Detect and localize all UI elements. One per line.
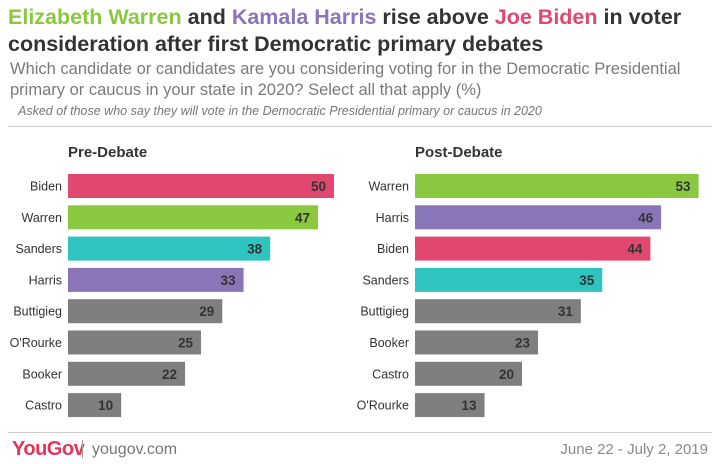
post-bar-harris bbox=[415, 205, 662, 230]
pre-bar-orourke bbox=[68, 330, 201, 355]
chart-note: Asked of those who say they will vote in… bbox=[18, 104, 542, 118]
pre-label-harris: Harris bbox=[29, 273, 62, 287]
pre-bar-sanders bbox=[68, 236, 271, 261]
pre-bar-buttigieg bbox=[68, 299, 223, 324]
bar-charts: Pre-Debate Biden 50 Warren 47 Sanders 38 Harris… bbox=[10, 144, 699, 418]
pre-value-buttigieg: 29 bbox=[199, 304, 214, 319]
pre-value-orourke: 25 bbox=[178, 336, 194, 351]
pre-value-castro: 10 bbox=[98, 398, 113, 413]
post-value-harris: 46 bbox=[638, 210, 654, 225]
post-bar-buttigieg bbox=[415, 299, 581, 324]
title-harris: Kamala Harris bbox=[231, 5, 377, 29]
pre-bar-warren bbox=[68, 205, 319, 230]
fieldwork-dates: June 22 - July 2, 2019 bbox=[560, 441, 708, 458]
post-label-sanders: Sanders bbox=[362, 273, 409, 287]
post-value-biden: 44 bbox=[627, 242, 643, 257]
title-rest: in voter consideration after first Democ… bbox=[8, 5, 682, 56]
pre-label-warren: Warren bbox=[21, 211, 62, 225]
pre-value-biden: 50 bbox=[311, 179, 326, 194]
logo-separator bbox=[82, 440, 83, 458]
pre-bar-harris bbox=[68, 267, 244, 292]
post-debate-title: Post-Debate bbox=[415, 144, 503, 161]
pre-label-orourke: O'Rourke bbox=[10, 336, 62, 350]
pre-bar-booker bbox=[68, 361, 186, 386]
post-label-harris: Harris bbox=[376, 211, 409, 225]
pre-label-biden: Biden bbox=[30, 180, 62, 194]
pre-debate-title: Pre-Debate bbox=[68, 144, 147, 161]
post-bar-warren bbox=[415, 174, 699, 198]
chart-subtitle: Which candidate or candidates are you co… bbox=[10, 60, 681, 99]
pre-value-harris: 33 bbox=[221, 273, 237, 288]
title-rise: rise above bbox=[376, 5, 495, 29]
pre-bar-biden bbox=[68, 174, 334, 198]
pre-bar-castro bbox=[68, 393, 122, 418]
site-url[interactable]: yougov.com bbox=[92, 441, 178, 458]
title-biden: Joe Biden bbox=[494, 5, 598, 29]
top-divider bbox=[8, 126, 712, 127]
post-label-warren: Warren bbox=[368, 180, 409, 194]
post-bar-castro bbox=[415, 361, 522, 386]
yougov-logo: YouGov bbox=[12, 438, 85, 460]
pre-label-sanders: Sanders bbox=[15, 242, 62, 256]
post-value-warren: 53 bbox=[676, 179, 692, 194]
post-bar-biden bbox=[415, 236, 651, 261]
pre-label-castro: Castro bbox=[25, 399, 62, 413]
post-label-buttigieg: Buttigieg bbox=[360, 305, 409, 319]
title-warren: Elizabeth Warren bbox=[8, 5, 182, 29]
post-label-orourke: O'Rourke bbox=[357, 399, 409, 413]
post-label-castro: Castro bbox=[372, 367, 409, 381]
post-label-booker: Booker bbox=[369, 336, 409, 350]
pre-label-booker: Booker bbox=[22, 367, 62, 381]
pre-value-warren: 47 bbox=[295, 210, 310, 225]
chart-title: Elizabeth Warren and Kamala Harris rise … bbox=[8, 4, 714, 58]
post-value-booker: 23 bbox=[515, 336, 531, 351]
post-label-biden: Biden bbox=[377, 242, 409, 256]
post-bar-booker bbox=[415, 330, 539, 355]
post-bar-sanders bbox=[415, 267, 603, 292]
bottom-divider bbox=[8, 432, 712, 433]
title-and: and bbox=[181, 5, 232, 29]
pre-label-buttigieg: Buttigieg bbox=[13, 305, 62, 319]
post-value-sanders: 35 bbox=[579, 273, 595, 288]
post-value-castro: 20 bbox=[499, 367, 514, 382]
pre-value-booker: 22 bbox=[162, 367, 177, 382]
post-bar-orourke bbox=[415, 393, 485, 418]
post-value-buttigieg: 31 bbox=[558, 304, 574, 319]
post-value-orourke: 13 bbox=[462, 398, 478, 413]
pre-value-sanders: 38 bbox=[247, 242, 263, 257]
